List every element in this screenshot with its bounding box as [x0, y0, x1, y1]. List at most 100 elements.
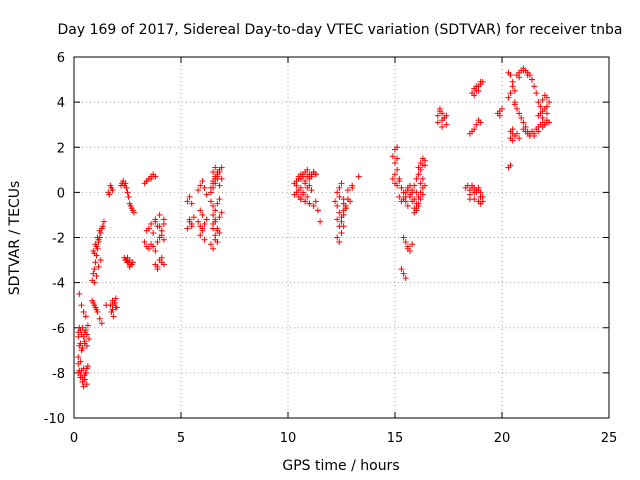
- data-point: [210, 220, 217, 227]
- data-point: [80, 365, 87, 372]
- data-point: [302, 180, 309, 187]
- data-point: [148, 175, 155, 182]
- data-point: [334, 202, 341, 209]
- data-point: [197, 182, 204, 189]
- data-point: [91, 250, 98, 257]
- y-tick-labels: -10 -8 -6 -4 -2 0 2 4 6: [44, 51, 65, 427]
- data-point: [80, 308, 87, 315]
- data-point: [156, 211, 163, 218]
- data-point: [98, 320, 105, 327]
- data-point: [340, 211, 347, 218]
- x-tick-label: 10: [280, 431, 297, 446]
- data-point: [394, 166, 401, 173]
- data-point: [122, 180, 129, 187]
- data-point: [499, 105, 505, 112]
- data-point: [342, 205, 349, 212]
- y-tick-label: -2: [52, 232, 65, 247]
- data-point: [83, 381, 90, 388]
- axis-ticks: [73, 56, 610, 419]
- data-point: [216, 182, 223, 189]
- data-point: [112, 304, 119, 311]
- data-point: [76, 342, 83, 349]
- data-point: [417, 160, 424, 167]
- data-point: [99, 223, 106, 230]
- data-point: [195, 218, 202, 225]
- data-point: [413, 175, 420, 182]
- data-point: [539, 123, 546, 130]
- data-point: [436, 105, 443, 112]
- data-point: [75, 354, 82, 361]
- data-point: [218, 209, 225, 216]
- y-tick-label: 2: [57, 141, 65, 156]
- data-point: [82, 313, 89, 320]
- data-point: [415, 171, 422, 178]
- data-point: [473, 187, 480, 194]
- data-point: [212, 236, 219, 243]
- data-point: [349, 182, 356, 189]
- data-point: [83, 331, 90, 338]
- data-point: [516, 135, 523, 142]
- data-point: [419, 175, 426, 182]
- data-point: [402, 189, 409, 196]
- data-point: [543, 94, 550, 101]
- data-point: [143, 178, 150, 185]
- data-point: [190, 214, 197, 221]
- data-point: [336, 239, 343, 246]
- data-point: [332, 198, 339, 205]
- data-point: [518, 114, 525, 121]
- data-point: [526, 130, 533, 137]
- data-point: [415, 200, 422, 207]
- data-point: [197, 207, 204, 214]
- data-point: [90, 270, 97, 277]
- data-point: [79, 378, 86, 385]
- data-point: [96, 315, 103, 322]
- data-point: [469, 182, 476, 189]
- data-point: [218, 164, 225, 171]
- data-point: [511, 87, 518, 94]
- y-tick-label: 4: [57, 96, 65, 111]
- data-point: [199, 178, 206, 185]
- data-point: [409, 187, 416, 194]
- data-point: [78, 347, 85, 354]
- y-tick-label: 6: [57, 51, 65, 66]
- data-point: [84, 322, 91, 329]
- y-tick-label: -6: [52, 322, 65, 337]
- y-tick-label: 0: [57, 186, 65, 201]
- data-point: [148, 220, 155, 227]
- data-point: [201, 236, 208, 243]
- data-point: [297, 196, 304, 203]
- data-point: [439, 123, 446, 130]
- data-point: [216, 214, 223, 221]
- data-point: [304, 193, 311, 200]
- data-point: [210, 202, 217, 209]
- data-point: [84, 363, 91, 370]
- data-point: [93, 272, 100, 279]
- data-point: [125, 193, 132, 200]
- data-point: [158, 254, 165, 261]
- data-point: [85, 336, 92, 343]
- data-point: [344, 187, 351, 194]
- data-point: [81, 340, 88, 347]
- data-point: [158, 227, 165, 234]
- data-point: [400, 270, 407, 277]
- data-point: [507, 90, 514, 97]
- data-point: [398, 266, 405, 273]
- data-point: [413, 205, 420, 212]
- data-point: [295, 175, 302, 182]
- data-point: [299, 191, 306, 198]
- data-point: [411, 182, 418, 189]
- data-point: [546, 99, 553, 106]
- data-point: [509, 83, 516, 90]
- data-point: [100, 218, 107, 225]
- data-point: [201, 220, 208, 227]
- data-point: [91, 279, 98, 286]
- data-point: [509, 126, 516, 133]
- y-tick-label: -8: [52, 367, 65, 382]
- data-point: [112, 295, 119, 302]
- x-tick-label: 0: [70, 431, 78, 446]
- data-point: [310, 202, 317, 209]
- data-point: [124, 189, 131, 196]
- data-point: [471, 126, 478, 133]
- data-point: [299, 173, 306, 180]
- data-point: [419, 191, 426, 198]
